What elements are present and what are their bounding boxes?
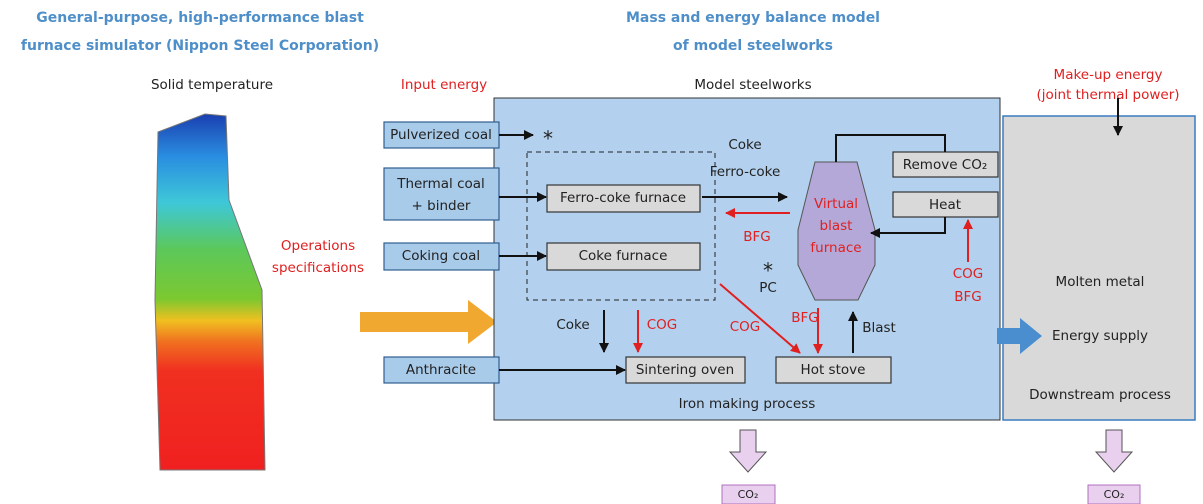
label: Remove CO₂	[903, 157, 988, 173]
co2-box	[1087, 484, 1141, 504]
label: Hot stove	[801, 362, 866, 378]
arrow	[728, 429, 768, 473]
label: Energy supply	[1052, 328, 1148, 344]
label: *	[763, 259, 773, 283]
label: *	[543, 127, 553, 151]
unit-box	[892, 191, 999, 218]
label: Make-up energy	[1054, 67, 1163, 83]
label: Ferro-coke	[710, 164, 781, 180]
unit-box	[546, 242, 701, 271]
unit-box	[546, 184, 701, 213]
label: (joint thermal power)	[1036, 87, 1179, 103]
label: Downstream process	[1029, 387, 1171, 403]
label: Sintering oven	[636, 362, 734, 378]
line	[835, 134, 946, 162]
label: Operations	[281, 238, 355, 254]
label: Iron making process	[679, 396, 816, 412]
label: specifications	[272, 260, 364, 276]
label: BFG	[791, 310, 819, 326]
label: COG	[953, 266, 984, 282]
input-box	[383, 167, 500, 221]
label: COG	[647, 317, 678, 333]
label: Coking coal	[402, 248, 480, 264]
arrow	[870, 217, 946, 238]
heading: of model steelworks	[673, 38, 833, 54]
label: furnace	[810, 240, 861, 256]
label: CO₂	[1104, 488, 1125, 501]
label: Pulverized coal	[390, 127, 492, 143]
arrow	[1094, 429, 1134, 473]
label: COG	[730, 319, 761, 335]
arrow	[997, 318, 1042, 354]
label: BFG	[954, 289, 982, 305]
label: CO₂	[738, 488, 759, 501]
input-box	[383, 121, 500, 149]
label: Virtual	[814, 196, 858, 212]
arrow	[360, 300, 497, 344]
label: BFG	[743, 229, 771, 245]
label: Ferro-coke furnace	[560, 190, 686, 206]
dashed-group	[526, 151, 716, 301]
label: Coke furnace	[579, 248, 668, 264]
unit-box	[775, 356, 892, 384]
label: Coke	[728, 137, 761, 153]
label: Blast	[862, 320, 896, 336]
label: + binder	[412, 198, 471, 214]
label: Model steelworks	[694, 77, 811, 93]
unit-box	[625, 356, 746, 384]
virtual-blast-furnace	[797, 161, 876, 301]
arrow	[719, 283, 801, 354]
label: Solid temperature	[151, 77, 273, 93]
label: Anthracite	[406, 362, 476, 378]
unit-box	[892, 151, 999, 178]
heading: Mass and energy balance model	[626, 10, 880, 26]
label: Coke	[556, 317, 589, 333]
furnace-temperature	[154, 113, 266, 471]
downstream-box	[1002, 115, 1196, 421]
label: Heat	[929, 197, 961, 213]
heading: General-purpose, high-performance blast	[36, 10, 364, 26]
co2-box	[721, 484, 776, 504]
label: Molten metal	[1056, 274, 1145, 290]
label: Input energy	[401, 77, 487, 93]
label: Thermal coal	[396, 176, 485, 192]
label: blast	[820, 218, 853, 234]
heading: furnace simulator (Nippon Steel Corporat…	[21, 38, 379, 54]
label: PC	[759, 280, 777, 296]
